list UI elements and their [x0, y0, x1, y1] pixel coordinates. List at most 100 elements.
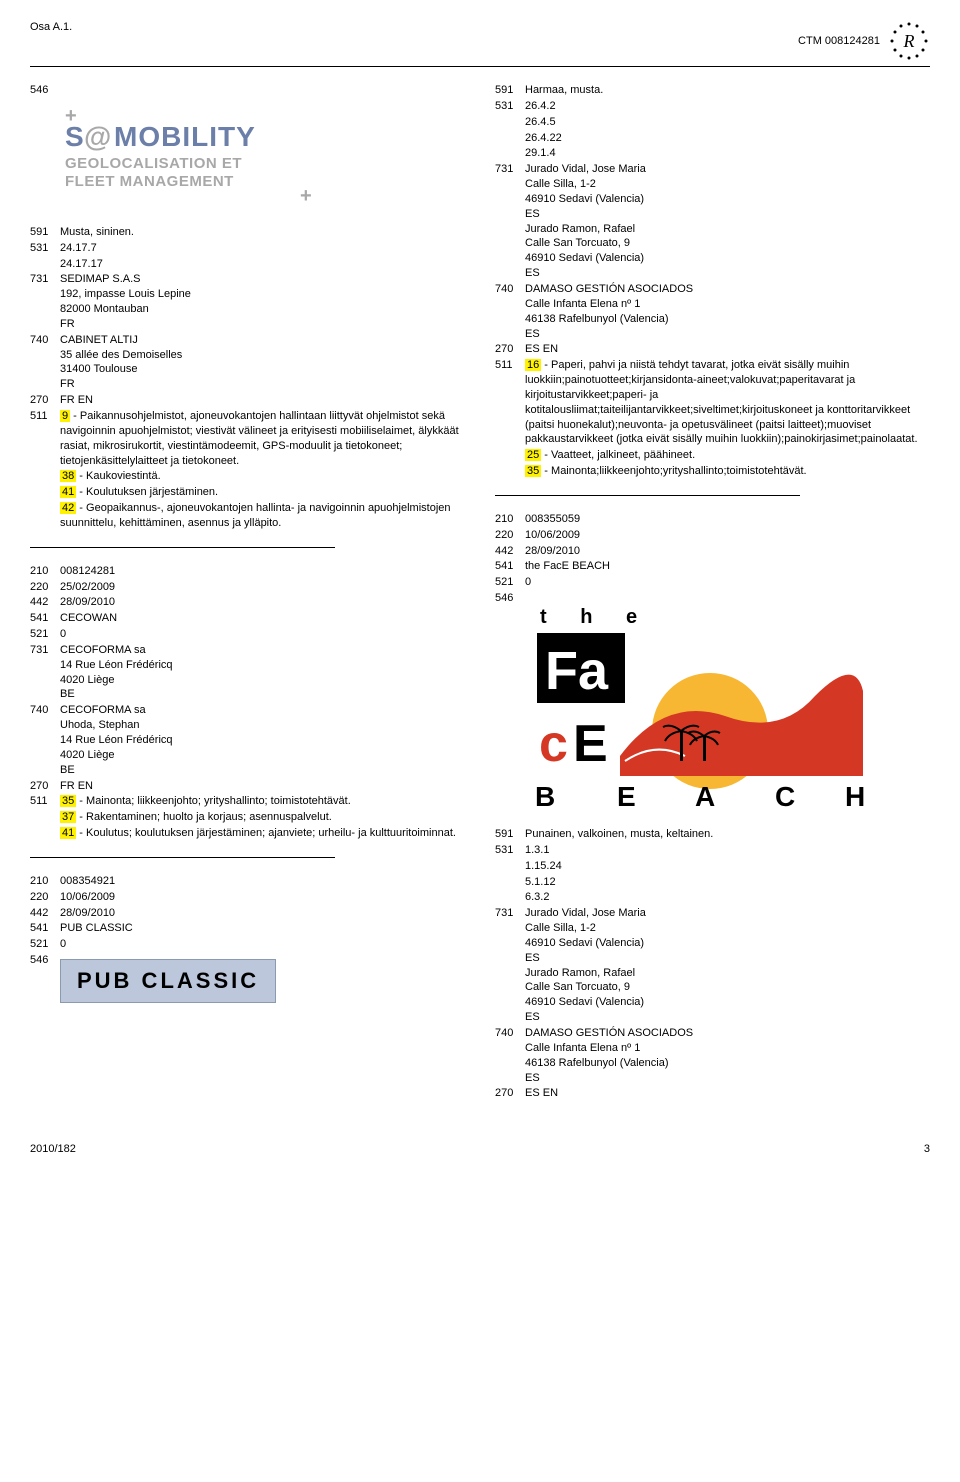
eu-logo-icon: R	[888, 20, 930, 62]
line: Calle San Torcuato, 9	[525, 236, 930, 251]
code: 541	[30, 611, 60, 626]
code: 511	[30, 794, 60, 809]
line: ES	[525, 266, 930, 281]
code	[495, 859, 525, 874]
line: Calle Infanta Elena nº 1	[525, 1041, 930, 1056]
line: 192, impasse Louis Lepine	[60, 287, 465, 302]
page-footer: 2010/182 3	[30, 1142, 930, 1157]
val: 25/02/2009	[60, 580, 465, 595]
line: 4020 Liège	[60, 673, 465, 688]
line: Jurado Vidal, Jose Maria	[525, 162, 930, 177]
svg-text:+: +	[300, 185, 312, 207]
txt: - Mainonta; liikkeenjohto; yrityshallint…	[76, 795, 351, 807]
divider	[495, 495, 800, 496]
page-header: Osa A.1. CTM 008124281 R	[30, 20, 930, 67]
val: 38 - Kaukoviestintä.	[60, 469, 465, 484]
val: 42 - Geopaikannus-, ajoneuvokantojen hal…	[60, 501, 465, 531]
code	[30, 469, 60, 484]
code: 531	[495, 99, 525, 114]
beach-logo: t h e Fa	[525, 601, 930, 816]
txt: - Paikannusohjelmistot, ajoneuvokantojen…	[60, 410, 459, 467]
code: 521	[30, 627, 60, 642]
txt: - Mainonta;liikkeenjohto;yrityshallinto;…	[541, 465, 806, 477]
val: 35 - Mainonta; liikkeenjohto; yrityshall…	[60, 794, 465, 809]
line: ES	[525, 207, 930, 222]
code: 541	[495, 559, 525, 574]
code: 740	[495, 282, 525, 341]
line: Calle Infanta Elena nº 1	[525, 297, 930, 312]
val: 28/09/2010	[60, 595, 465, 610]
line: CECOFORMA sa	[60, 643, 465, 658]
code: 220	[30, 580, 60, 595]
txt: - Rakentaminen; huolto ja korjaus; asenn…	[76, 811, 332, 823]
line: 14 Rue Léon Frédéricq	[60, 733, 465, 748]
val: DAMASO GESTIÓN ASOCIADOS Calle Infanta E…	[525, 1026, 930, 1085]
val: 26.4.22	[525, 131, 930, 146]
svg-text:FLEET MANAGEMENT: FLEET MANAGEMENT	[65, 173, 234, 190]
txt: - Paperi, pahvi ja niistä tehdyt tavarat…	[525, 359, 918, 445]
line: BE	[60, 687, 465, 702]
val: 35 - Mainonta;liikkeenjohto;yrityshallin…	[525, 464, 930, 479]
code: 731	[495, 162, 525, 281]
code: 731	[495, 906, 525, 1025]
val: 008354921	[60, 874, 465, 889]
hl: 38	[60, 470, 76, 482]
code: 740	[495, 1026, 525, 1085]
line: 35 allée des Demoiselles	[60, 348, 465, 363]
val: 25 - Vaatteet, jalkineet, päähineet.	[525, 448, 930, 463]
line: ES	[525, 1010, 930, 1025]
code	[495, 464, 525, 479]
val: 5.1.12	[525, 875, 930, 890]
line: Jurado Vidal, Jose Maria	[525, 906, 930, 921]
line: Uhoda, Stephan	[60, 718, 465, 733]
code: 442	[30, 906, 60, 921]
svg-text:@: @	[84, 121, 111, 152]
divider	[30, 547, 335, 548]
hl: 35	[60, 795, 76, 807]
hl: 37	[60, 811, 76, 823]
right-column: 591Harmaa, musta. 53126.4.2 26.4.5 26.4.…	[495, 83, 930, 1102]
line: 46910 Sedavi (Valencia)	[525, 192, 930, 207]
header-ctm: CTM 008124281	[798, 34, 880, 49]
val: Harmaa, musta.	[525, 83, 930, 98]
val: 41 - Koulutuksen järjestäminen.	[60, 485, 465, 500]
code: 546	[495, 591, 525, 826]
val: CECOWAN	[60, 611, 465, 626]
main-columns: 546 + S @ MOBILITY GEOLOCALISATION ET FL…	[30, 83, 930, 1102]
code: 740	[30, 333, 60, 392]
svg-text:GEOLOCALISATION ET: GEOLOCALISATION ET	[65, 155, 242, 172]
code	[30, 257, 60, 272]
val: 6.3.2	[525, 890, 930, 905]
code: 270	[495, 342, 525, 357]
val: ES EN	[525, 1086, 930, 1101]
val: 41 - Koulutus; koulutuksen järjestäminen…	[60, 826, 465, 841]
val: CECOFORMA sa Uhoda, Stephan 14 Rue Léon …	[60, 703, 465, 777]
val: 10/06/2009	[60, 890, 465, 905]
code: 591	[30, 225, 60, 240]
code: 511	[495, 358, 525, 447]
divider	[30, 857, 335, 858]
code	[495, 890, 525, 905]
val: 24.17.7	[60, 241, 465, 256]
val: ES EN	[525, 342, 930, 357]
val: 28/09/2010	[60, 906, 465, 921]
line: CABINET ALTIJ	[60, 333, 465, 348]
svg-text:H: H	[845, 781, 865, 811]
code: 541	[30, 921, 60, 936]
code: 531	[495, 843, 525, 858]
code: 442	[495, 544, 525, 559]
code	[495, 131, 525, 146]
val: 008355059	[525, 512, 930, 527]
code: 210	[30, 564, 60, 579]
val: FR EN	[60, 393, 465, 408]
code	[30, 485, 60, 500]
line: CECOFORMA sa	[60, 703, 465, 718]
svg-text:R: R	[903, 31, 915, 51]
txt: - Vaatteet, jalkineet, päähineet.	[541, 449, 695, 461]
code: 270	[30, 779, 60, 794]
code: 521	[30, 937, 60, 952]
hl: 42	[60, 502, 76, 514]
code	[495, 146, 525, 161]
line: 4020 Liège	[60, 748, 465, 763]
code	[495, 115, 525, 130]
